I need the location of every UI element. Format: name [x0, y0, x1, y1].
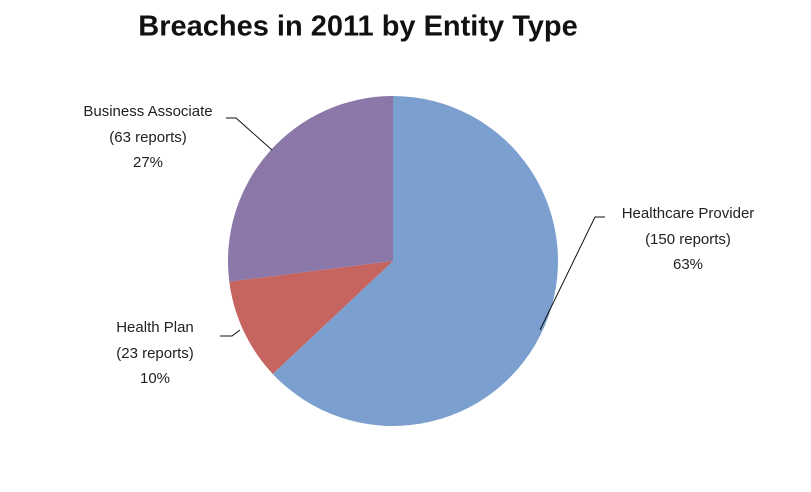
slice-count-label: (23 reports) [116, 345, 194, 362]
slice-count-label: (150 reports) [645, 231, 731, 248]
leader-line [539, 216, 605, 331]
slice-value-label: 27% [133, 154, 163, 171]
pie-slice [229, 261, 393, 374]
slice-count-label: (63 reports) [109, 129, 187, 146]
pie-slice [228, 96, 393, 282]
slice-label: Health Plan [116, 319, 194, 336]
slice-label: Healthcare Provider [622, 205, 755, 222]
pie-slice [272, 96, 558, 426]
leader-line [226, 117, 273, 151]
slice-label: Business Associate [83, 103, 212, 120]
leader-line [220, 329, 241, 337]
slice-value-label: 10% [140, 370, 170, 387]
chart-title: Breaches in 2011 by Entity Type [138, 11, 578, 43]
slice-value-label: 63% [673, 256, 703, 273]
